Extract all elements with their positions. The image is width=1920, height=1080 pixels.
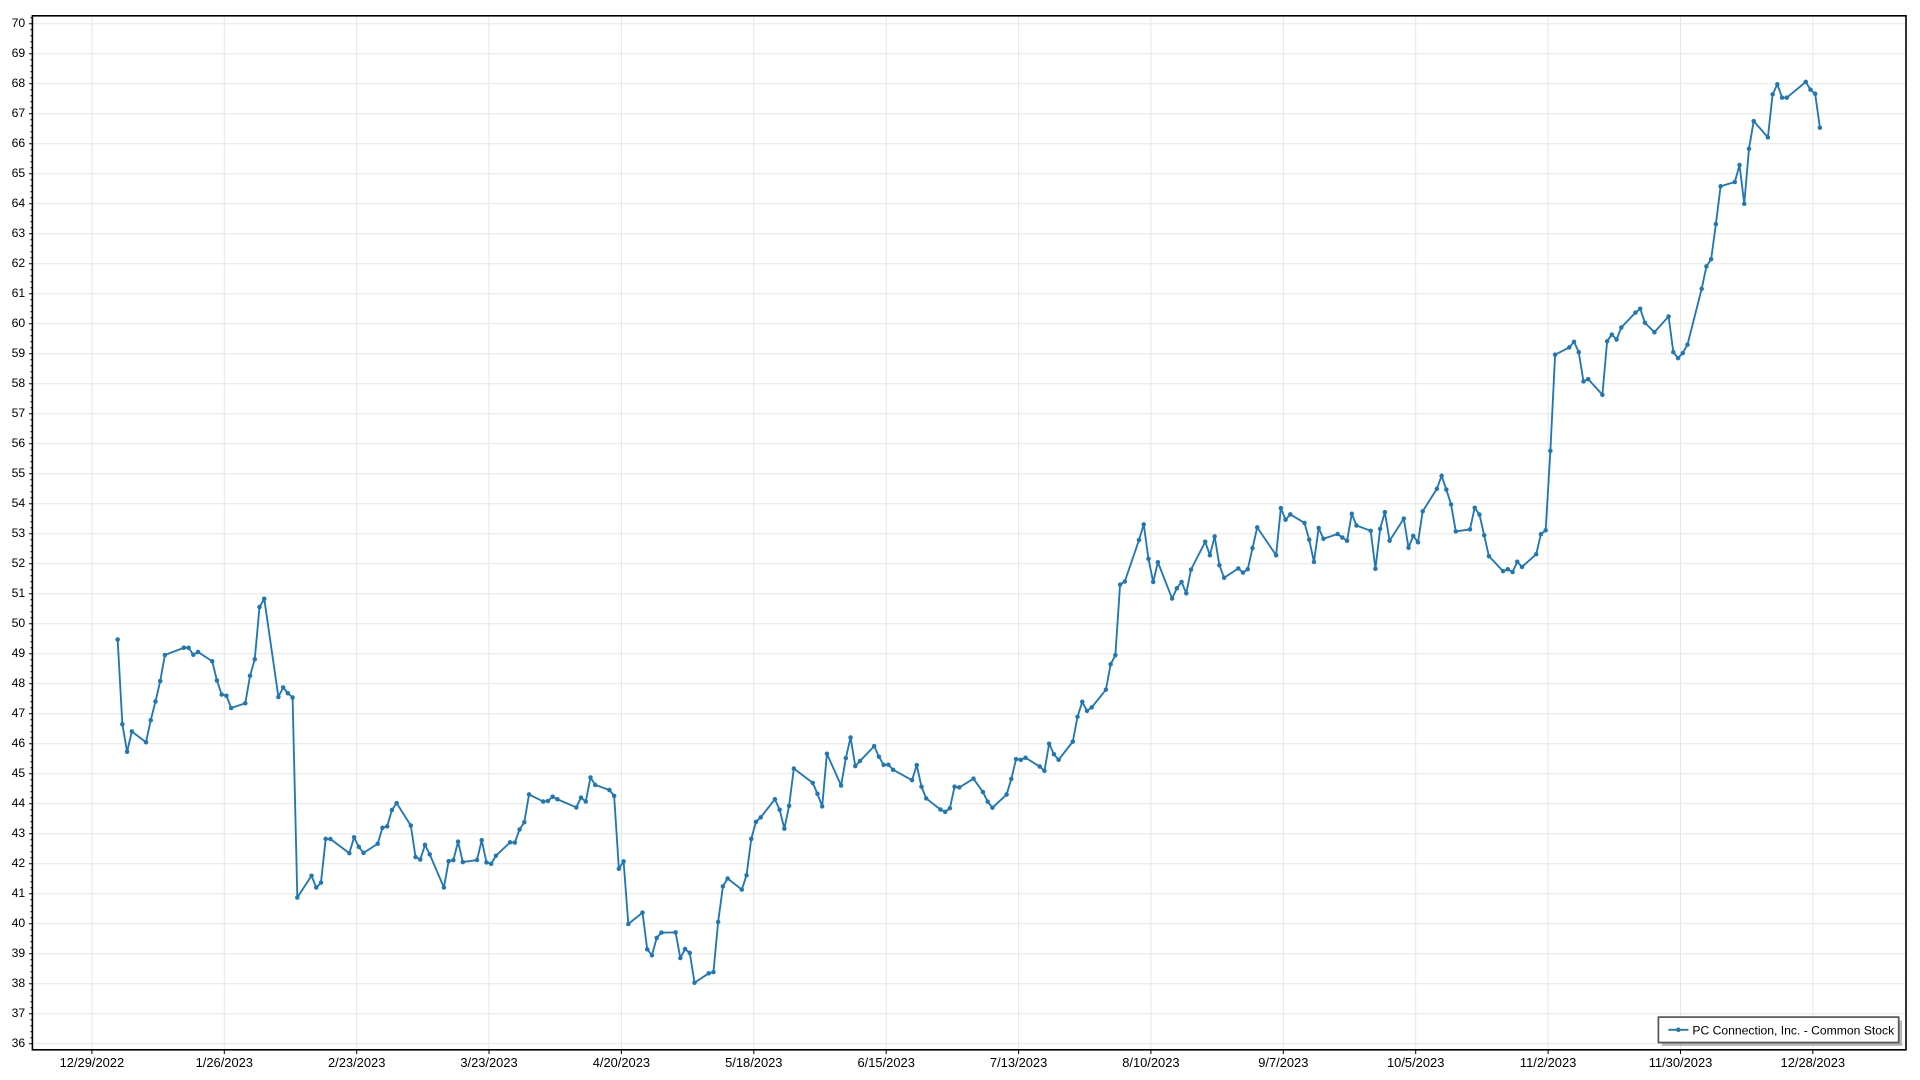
svg-text:61: 61 — [12, 286, 26, 300]
svg-text:11/30/2023: 11/30/2023 — [1649, 1055, 1713, 1070]
svg-text:57: 57 — [12, 406, 26, 420]
svg-text:70: 70 — [12, 16, 26, 30]
svg-text:4/20/2023: 4/20/2023 — [593, 1055, 650, 1070]
svg-text:40: 40 — [12, 916, 26, 930]
svg-text:2/23/2023: 2/23/2023 — [328, 1055, 385, 1070]
svg-text:64: 64 — [12, 196, 26, 210]
svg-text:59: 59 — [12, 346, 26, 360]
svg-text:54: 54 — [12, 496, 26, 510]
svg-text:41: 41 — [12, 886, 26, 900]
svg-text:PC Connection, Inc. - Common S: PC Connection, Inc. - Common Stock — [1692, 1023, 1895, 1037]
svg-text:7/13/2023: 7/13/2023 — [990, 1055, 1047, 1070]
svg-text:36: 36 — [12, 1036, 26, 1050]
svg-text:3/23/2023: 3/23/2023 — [460, 1055, 517, 1070]
svg-text:69: 69 — [12, 46, 26, 60]
svg-text:43: 43 — [12, 826, 26, 840]
svg-text:45: 45 — [12, 766, 26, 780]
svg-text:44: 44 — [12, 796, 26, 810]
svg-text:53: 53 — [12, 526, 26, 540]
svg-text:8/10/2023: 8/10/2023 — [1122, 1055, 1179, 1070]
svg-text:1/26/2023: 1/26/2023 — [196, 1055, 253, 1070]
svg-text:50: 50 — [12, 616, 26, 630]
svg-text:62: 62 — [12, 256, 26, 270]
svg-text:68: 68 — [12, 76, 26, 90]
svg-text:12/28/2023: 12/28/2023 — [1781, 1055, 1846, 1070]
svg-text:12/29/2022: 12/29/2022 — [60, 1055, 125, 1070]
svg-text:42: 42 — [12, 856, 26, 870]
svg-text:51: 51 — [12, 586, 26, 600]
svg-text:52: 52 — [12, 556, 26, 570]
svg-text:65: 65 — [12, 166, 26, 180]
svg-text:9/7/2023: 9/7/2023 — [1258, 1055, 1308, 1070]
svg-text:63: 63 — [12, 226, 26, 240]
svg-text:66: 66 — [12, 136, 26, 150]
svg-text:39: 39 — [12, 946, 26, 960]
svg-text:48: 48 — [12, 676, 26, 690]
svg-text:46: 46 — [12, 736, 26, 750]
svg-text:60: 60 — [12, 316, 26, 330]
svg-text:56: 56 — [12, 436, 26, 450]
svg-text:5/18/2023: 5/18/2023 — [725, 1055, 782, 1070]
svg-text:49: 49 — [12, 646, 26, 660]
svg-text:67: 67 — [12, 106, 26, 120]
svg-text:6/15/2023: 6/15/2023 — [858, 1055, 915, 1070]
svg-text:58: 58 — [12, 376, 26, 390]
svg-text:37: 37 — [12, 1006, 26, 1020]
svg-text:11/2/2023: 11/2/2023 — [1520, 1055, 1576, 1070]
svg-text:47: 47 — [12, 706, 26, 720]
svg-text:38: 38 — [12, 976, 26, 990]
svg-text:55: 55 — [12, 466, 26, 480]
svg-text:10/5/2023: 10/5/2023 — [1387, 1055, 1444, 1070]
